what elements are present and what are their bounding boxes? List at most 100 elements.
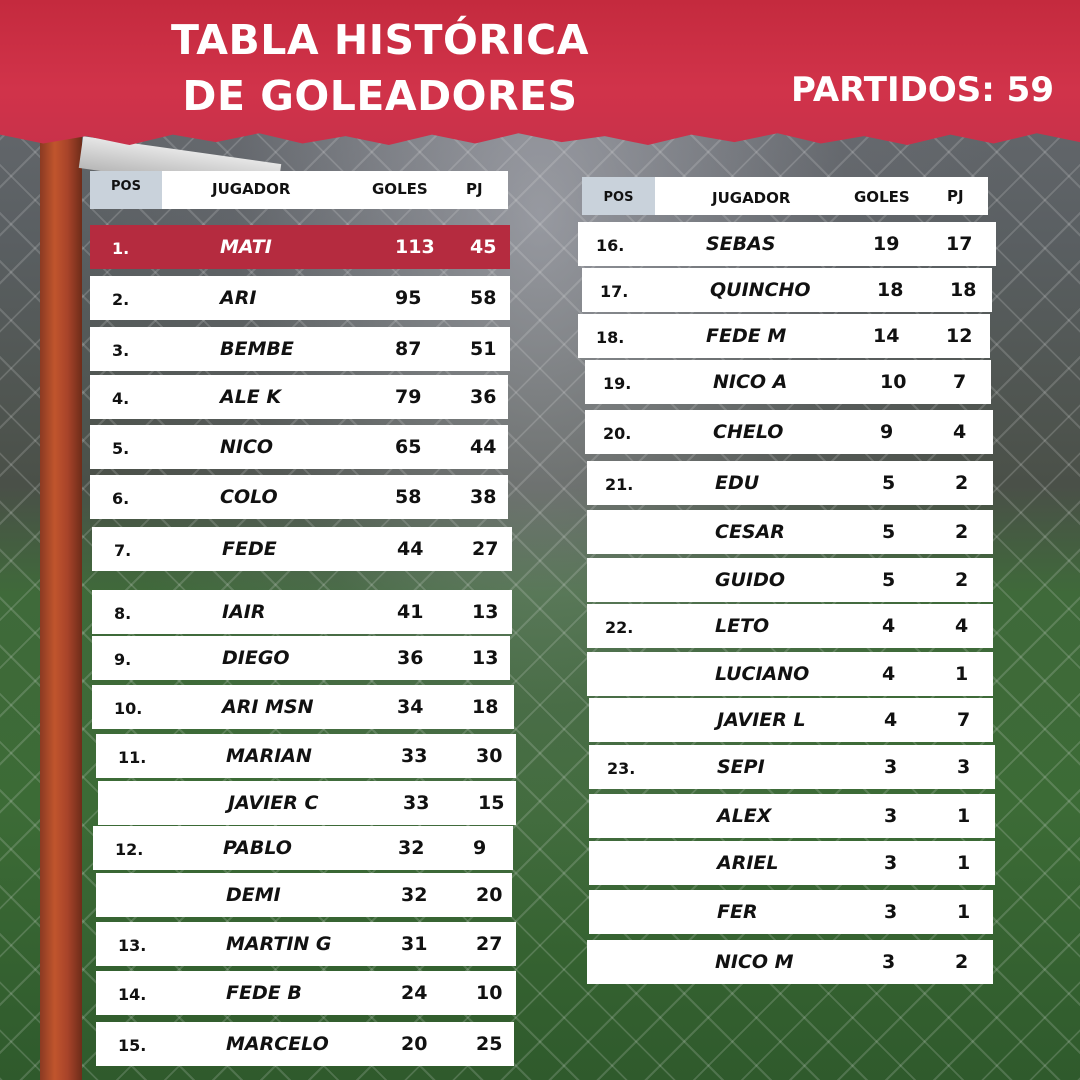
table-row: DEMI 32 20 <box>96 873 512 917</box>
row-goals: 87 <box>395 338 422 360</box>
table-row: 9. DIEGO 36 13 <box>92 636 510 680</box>
row-player-name: ARI MSN <box>222 696 314 718</box>
row-games: 7 <box>953 371 967 393</box>
table-row: 13. MARTIN G 31 27 <box>96 922 516 966</box>
table-row: 8. IAIR 41 13 <box>92 590 512 634</box>
row-position: 4. <box>112 389 130 408</box>
table-row: 4. ALE K 79 36 <box>90 375 508 419</box>
row-games: 9 <box>473 837 487 859</box>
row-goals: 4 <box>882 615 896 637</box>
table-row: 7. FEDE 44 27 <box>92 527 512 571</box>
table-row: 22. LETO 4 4 <box>587 604 993 648</box>
row-goals: 58 <box>395 486 422 508</box>
table-row: FER 3 1 <box>589 890 993 934</box>
row-player-name: FER <box>717 901 758 923</box>
row-goals: 65 <box>395 436 422 458</box>
table-row: NICO M 3 2 <box>587 940 993 984</box>
table-row: 19. NICO A 10 7 <box>585 360 991 404</box>
table-row: 3. BEMBE 87 51 <box>90 327 510 371</box>
row-goals: 32 <box>398 837 425 859</box>
row-games: 27 <box>472 538 499 560</box>
row-player-name: CHELO <box>713 421 784 443</box>
row-goals: 14 <box>873 325 900 347</box>
title-line-2: DE GOLEADORES <box>182 72 578 120</box>
row-player-name: DEMI <box>226 884 281 906</box>
row-goals: 18 <box>877 279 904 301</box>
row-goals: 5 <box>882 472 896 494</box>
row-position: 18. <box>596 328 625 347</box>
row-games: 18 <box>950 279 977 301</box>
table-row: 17. QUINCHO 18 18 <box>582 268 992 312</box>
table-row: 2. ARI 95 58 <box>90 276 510 320</box>
games-header: PJ <box>466 180 483 198</box>
row-player-name: ARI <box>220 287 257 309</box>
row-goals: 5 <box>882 521 896 543</box>
row-goals: 33 <box>401 745 428 767</box>
table-row: 15. MARCELO 20 25 <box>96 1022 514 1066</box>
page-title: TABLA HISTÓRICA DE GOLEADORES <box>170 12 590 124</box>
row-games: 1 <box>957 805 971 827</box>
table-row: 20. CHELO 9 4 <box>585 410 993 454</box>
row-goals: 32 <box>401 884 428 906</box>
row-position: 16. <box>596 236 625 255</box>
row-position: 8. <box>114 604 132 623</box>
player-header: JUGADOR <box>212 180 291 198</box>
header-banner <box>0 0 1080 146</box>
pos-header: POS <box>111 179 141 194</box>
table-row: GUIDO 5 2 <box>587 558 993 602</box>
table-row: JAVIER L 4 7 <box>589 698 993 742</box>
row-position: 20. <box>603 424 632 443</box>
row-player-name: ALEX <box>717 805 772 827</box>
title-line-1: TABLA HISTÓRICA <box>171 16 589 64</box>
table-row: 5. NICO 65 44 <box>90 425 508 469</box>
row-goals: 34 <box>397 696 424 718</box>
row-player-name: EDU <box>715 472 760 494</box>
row-goals: 24 <box>401 982 428 1004</box>
row-games: 13 <box>472 647 499 669</box>
row-games: 44 <box>470 436 497 458</box>
row-position: 1. <box>112 239 130 258</box>
row-games: 13 <box>472 601 499 623</box>
row-player-name: DIEGO <box>222 647 290 669</box>
row-position: 12. <box>115 840 144 859</box>
row-goals: 95 <box>395 287 422 309</box>
table-row: JAVIER C 33 15 <box>98 781 516 825</box>
row-goals: 20 <box>401 1033 428 1055</box>
table-row: 21. EDU 5 2 <box>587 461 993 505</box>
row-games: 15 <box>478 792 505 814</box>
row-player-name: FEDE <box>222 538 277 560</box>
row-games: 51 <box>470 338 497 360</box>
row-position: 7. <box>114 541 132 560</box>
row-games: 1 <box>957 901 971 923</box>
table-row: 14. FEDE B 24 10 <box>96 971 516 1015</box>
row-games: 4 <box>955 615 969 637</box>
row-games: 2 <box>955 472 969 494</box>
table-row: LUCIANO 4 1 <box>587 652 993 696</box>
row-position: 21. <box>605 475 634 494</box>
row-games: 58 <box>470 287 497 309</box>
row-games: 30 <box>476 745 503 767</box>
row-games: 10 <box>476 982 503 1004</box>
table-row: 10. ARI MSN 34 18 <box>92 685 514 729</box>
row-games: 4 <box>953 421 967 443</box>
row-player-name: ARIEL <box>717 852 779 874</box>
row-player-name: LETO <box>715 615 770 637</box>
row-games: 2 <box>955 521 969 543</box>
row-player-name: MARIAN <box>226 745 312 767</box>
row-games: 12 <box>946 325 973 347</box>
row-goals: 41 <box>397 601 424 623</box>
row-player-name: BEMBE <box>220 338 294 360</box>
table-row: ALEX 3 1 <box>589 794 995 838</box>
matches-count: PARTIDOS: 59 <box>791 70 1054 110</box>
row-position: 22. <box>605 618 634 637</box>
row-position: 17. <box>600 282 629 301</box>
row-goals: 113 <box>395 236 435 258</box>
table-row: ARIEL 3 1 <box>589 841 995 885</box>
player-header: JUGADOR <box>712 189 791 207</box>
row-player-name: QUINCHO <box>710 279 811 301</box>
row-games: 2 <box>955 951 969 973</box>
row-games: 2 <box>955 569 969 591</box>
row-position: 3. <box>112 341 130 360</box>
row-position: 5. <box>112 439 130 458</box>
table-row: 16. SEBAS 19 17 <box>578 222 996 266</box>
